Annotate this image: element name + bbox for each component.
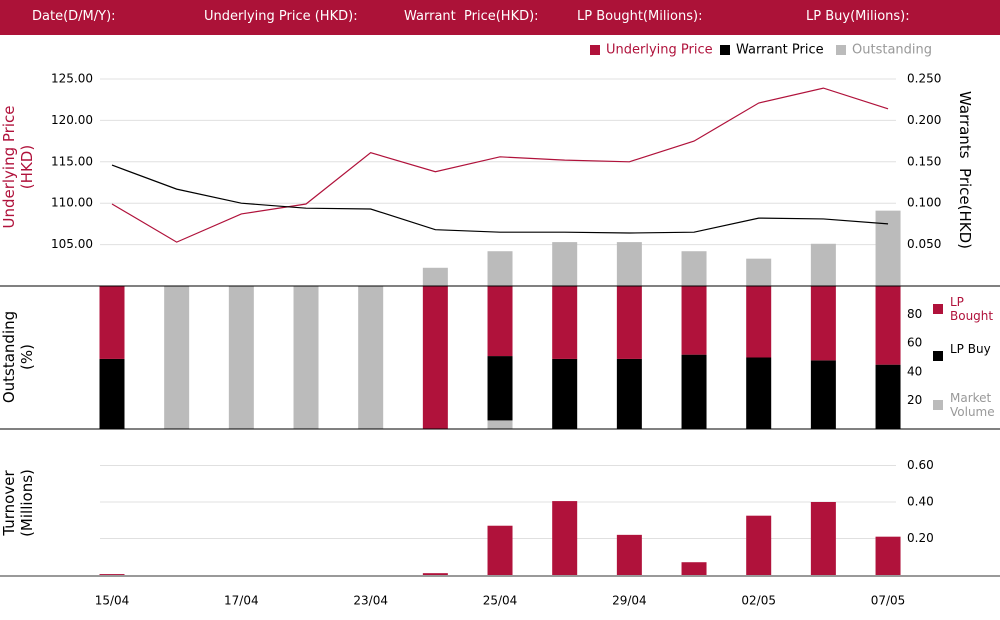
bar xyxy=(875,210,901,286)
line xyxy=(111,87,889,243)
y-tick-label: 0.20 xyxy=(907,531,934,545)
y-tick-label: 115.00 xyxy=(51,154,93,168)
bar xyxy=(875,364,901,429)
bar xyxy=(552,501,578,575)
legend-swatch xyxy=(720,45,730,55)
bar xyxy=(99,286,125,359)
bar xyxy=(810,360,836,429)
bar xyxy=(810,286,836,361)
legend-label: Market Volume xyxy=(950,391,995,419)
legend-label: LP Bought xyxy=(950,295,994,323)
y-tick-label: 80 xyxy=(907,307,922,321)
legend-swatch xyxy=(590,45,600,55)
bar xyxy=(487,420,513,429)
bar xyxy=(681,286,707,355)
y-tick-label: 0.050 xyxy=(907,237,941,251)
bar xyxy=(810,243,836,286)
header-bar: Date(D/M/Y): Underlying Price (HKD): War… xyxy=(0,0,1000,35)
bar xyxy=(681,354,707,429)
legend-swatch xyxy=(836,45,846,55)
x-tick-label: 25/04 xyxy=(483,594,518,608)
bar xyxy=(746,286,772,358)
x-tick-label: 07/05 xyxy=(871,594,906,608)
x-tick-label: 02/05 xyxy=(741,594,776,608)
x-tick-label: 17/04 xyxy=(224,594,259,608)
legend-label: Outstanding xyxy=(852,43,932,58)
y-tick-label: 125.00 xyxy=(51,72,93,86)
bar xyxy=(616,286,642,359)
bar xyxy=(358,286,384,429)
bar xyxy=(746,258,772,286)
y-tick-label: 0.150 xyxy=(907,154,941,168)
bar xyxy=(552,358,578,429)
bar xyxy=(681,251,707,286)
legend-swatch xyxy=(933,304,943,314)
bar xyxy=(99,574,125,575)
bar xyxy=(422,286,448,429)
legend-label: LP Buy xyxy=(950,342,991,356)
bar xyxy=(746,357,772,429)
y2-axis-title: Warrants Price(HKD) xyxy=(956,90,974,250)
bar xyxy=(875,286,901,365)
legend-label: Underlying Price xyxy=(606,43,713,58)
y-tick-label: 120.00 xyxy=(51,113,93,127)
y-tick-label: 0.100 xyxy=(907,196,941,210)
x-tick-label: 23/04 xyxy=(353,594,388,608)
y-tick-label: 110.00 xyxy=(51,196,93,210)
y-tick-label: 20 xyxy=(907,393,922,407)
bar xyxy=(616,534,642,575)
x-tick-label: 29/04 xyxy=(612,594,647,608)
y-axis-title: Turnover (Millions) xyxy=(0,465,36,537)
bar xyxy=(228,286,254,429)
bar xyxy=(810,502,836,575)
bar xyxy=(487,525,513,575)
bar xyxy=(422,267,448,286)
header-field: Warrant Price(HKD): xyxy=(404,9,539,24)
bar xyxy=(552,286,578,359)
header-field: Date(D/M/Y): xyxy=(32,9,116,24)
header-field: LP Bought(Milions): xyxy=(577,9,703,24)
bar xyxy=(487,251,513,286)
y-axis-title: Underlying Price (HKD) xyxy=(0,100,36,229)
bar xyxy=(487,286,513,357)
y-tick-label: 0.250 xyxy=(907,72,941,86)
y-tick-label: 0.40 xyxy=(907,495,934,509)
header-field: LP Buy(Milions): xyxy=(806,9,910,24)
bar xyxy=(99,358,125,429)
legend-swatch xyxy=(933,351,943,361)
y-tick-label: 60 xyxy=(907,336,922,350)
y-tick-label: 0.200 xyxy=(907,113,941,127)
bar xyxy=(293,286,319,429)
legend-swatch xyxy=(933,400,943,410)
bar xyxy=(422,573,448,575)
x-tick-label: 15/04 xyxy=(95,594,130,608)
y-axis-title: Outstanding (%) xyxy=(0,306,36,404)
y-tick-label: 105.00 xyxy=(51,237,93,251)
bar xyxy=(487,356,513,421)
header-field: Underlying Price (HKD): xyxy=(204,9,358,24)
bar xyxy=(681,562,707,575)
bar xyxy=(616,242,642,286)
bar xyxy=(552,242,578,286)
line xyxy=(111,164,889,234)
y-tick-label: 0.60 xyxy=(907,458,934,472)
y-tick-label: 40 xyxy=(907,364,922,378)
bar xyxy=(164,286,190,429)
bar xyxy=(616,358,642,429)
bar xyxy=(746,515,772,575)
bar xyxy=(875,536,901,575)
legend-label: Warrant Price xyxy=(736,43,824,58)
